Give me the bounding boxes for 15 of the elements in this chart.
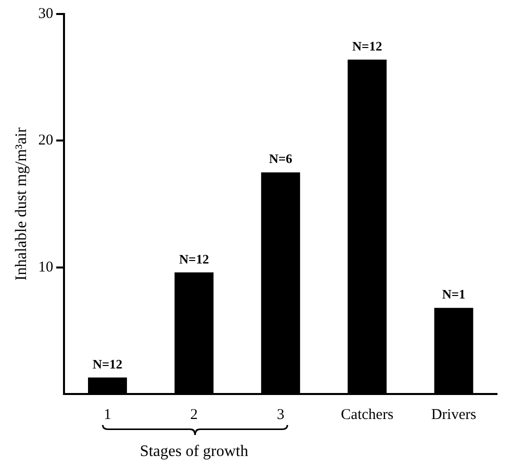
annotation: N=12 bbox=[179, 251, 209, 266]
y-axis-title: Inhalable dust mg/m³air bbox=[12, 126, 30, 281]
annotation: N=12 bbox=[352, 38, 382, 54]
x-tick-label: Catchers bbox=[340, 406, 394, 423]
y-tick-label: 30 bbox=[38, 6, 54, 22]
annotation: N=6 bbox=[268, 151, 293, 166]
annotation: N=12 bbox=[92, 356, 122, 372]
y-tick-label: 20 bbox=[38, 132, 54, 149]
annotation: N=1 bbox=[442, 286, 466, 302]
x-tick-label: 3 bbox=[276, 406, 284, 423]
x-tick-label: 1 bbox=[104, 406, 112, 423]
x-tick-label: 2 bbox=[190, 406, 198, 423]
y-tick-label: 10 bbox=[38, 259, 54, 276]
text: Stages of growth bbox=[140, 443, 248, 460]
x-tick-label: Drivers bbox=[431, 406, 476, 423]
